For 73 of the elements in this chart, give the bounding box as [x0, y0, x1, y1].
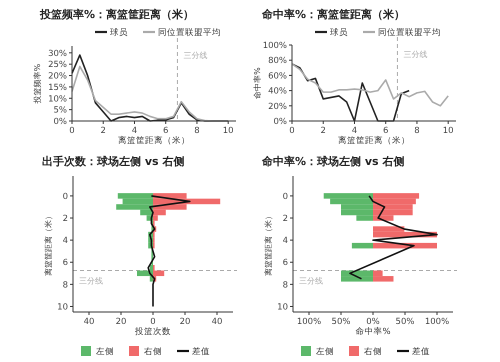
chart-title: 投篮频率%：离篮筐距离（米） — [39, 8, 194, 21]
legend-label: 球员 — [110, 27, 128, 38]
y-tick-label: 20% — [268, 102, 287, 112]
y-tick-label: 5% — [54, 106, 67, 116]
y-tick-label: 60% — [268, 71, 287, 82]
x-tick-label: 0 — [69, 126, 75, 136]
x-axis-title: 离篮筐距离（米） — [118, 135, 190, 146]
x-tick-label: 10 — [442, 126, 454, 136]
x-axis-title: 离篮筐距离（米） — [338, 135, 410, 146]
y-tick-label: 10% — [48, 94, 67, 104]
x-tick-label: 0 — [289, 126, 295, 136]
chart-title: 出手次数：球场左侧 vs 右侧 — [42, 155, 184, 168]
ref-line-label: 三分线 — [403, 50, 428, 59]
y-axis-title: 命中率% — [253, 66, 262, 99]
y-tick-label: 25% — [48, 60, 67, 70]
x-tick-label: 0% — [366, 317, 380, 327]
legend-label: 同位置联盟平均 — [378, 27, 441, 38]
y-tick-label: 10 — [277, 302, 288, 312]
y-tick-label: 0 — [62, 192, 68, 202]
y-tick-label: 40% — [268, 86, 287, 97]
x-tick-label: 4 — [352, 126, 358, 136]
y-tick-label: 10 — [57, 302, 68, 312]
y-tick-label: 0% — [274, 117, 287, 127]
y-tick-label: 15% — [48, 82, 67, 93]
x-tick-label: 50% — [332, 317, 350, 327]
ref-line-label: 三分线 — [183, 51, 208, 60]
x-tick-label: 20 — [180, 317, 190, 327]
legend-label: 差值 — [192, 346, 210, 357]
y-tick-label: 6 — [282, 258, 288, 268]
chart-title: 命中率%：离篮筐距离（米） — [261, 8, 406, 21]
legend-label: 差值 — [412, 346, 430, 357]
y-tick-label: 6 — [62, 258, 68, 268]
y-tick-label: 8 — [62, 280, 68, 290]
x-tick-label: 4 — [132, 126, 138, 136]
x-tick-label: 40 — [84, 317, 94, 327]
legend-label: 右侧 — [364, 346, 382, 357]
x-tick-label: 8 — [194, 126, 200, 136]
x-tick-label: 8 — [414, 126, 420, 136]
y-tick-label: 80% — [268, 56, 287, 66]
ref-line-label: 三分线 — [299, 276, 323, 286]
x-tick-label: 20 — [116, 317, 126, 327]
x-tick-label: 50% — [396, 317, 414, 327]
y-axis-title: 离篮筐距离（米） — [264, 212, 273, 276]
y-axis-title: 投篮频率% — [33, 63, 42, 104]
y-tick-label: 30% — [48, 48, 67, 59]
ref-line-label: 三分线 — [79, 276, 103, 286]
x-tick-label: 10 — [222, 126, 234, 136]
legend-label: 左侧 — [96, 346, 114, 357]
x-tick-label: 6 — [383, 126, 388, 136]
legend-label: 同位置联盟平均 — [158, 27, 221, 38]
y-tick-label: 2 — [282, 214, 288, 224]
x-axis-title: 命中率% — [355, 326, 391, 337]
x-tick-label: 100% — [424, 317, 450, 327]
y-tick-label: 20% — [48, 72, 67, 82]
legend-label: 右侧 — [144, 346, 162, 357]
x-tick-label: 40 — [212, 317, 222, 327]
y-tick-label: 100% — [262, 41, 287, 51]
x-tick-label: 6 — [163, 126, 168, 136]
x-tick-label: 0 — [150, 317, 156, 327]
legend-label: 球员 — [330, 27, 348, 38]
x-tick-label: 100% — [296, 317, 322, 327]
x-tick-label: 2 — [100, 126, 106, 136]
y-tick-label: 4 — [62, 236, 68, 246]
y-axis-title: 离篮筐距离（米） — [44, 212, 53, 276]
y-tick-label: 4 — [282, 236, 288, 246]
x-tick-label: 2 — [320, 126, 326, 136]
y-tick-label: 0% — [54, 117, 67, 127]
chart-title: 命中率%：球场左侧 vs 右侧 — [261, 155, 404, 168]
y-tick-label: 8 — [282, 280, 288, 290]
y-tick-label: 0 — [282, 192, 288, 202]
y-tick-label: 2 — [62, 214, 68, 224]
x-axis-title: 投篮次数 — [134, 326, 171, 337]
legend-label: 左侧 — [316, 346, 334, 357]
